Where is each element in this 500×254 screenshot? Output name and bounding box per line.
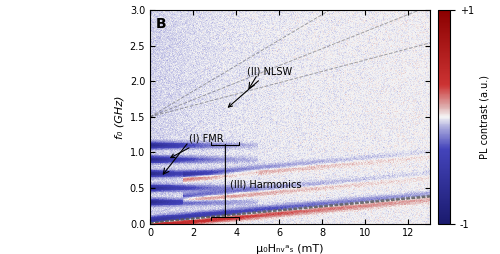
Y-axis label: f₀ (GHz): f₀ (GHz) — [114, 95, 124, 139]
Text: (III) Harmonics: (III) Harmonics — [230, 179, 301, 189]
X-axis label: μ₀Hₙᵥᵃₛ (mT): μ₀Hₙᵥᵃₛ (mT) — [256, 244, 324, 254]
Text: B: B — [156, 17, 166, 30]
Text: (II) NLSW: (II) NLSW — [228, 66, 292, 107]
Text: (I) FMR: (I) FMR — [171, 134, 224, 158]
Y-axis label: PL contrast (a.u.): PL contrast (a.u.) — [480, 75, 490, 159]
